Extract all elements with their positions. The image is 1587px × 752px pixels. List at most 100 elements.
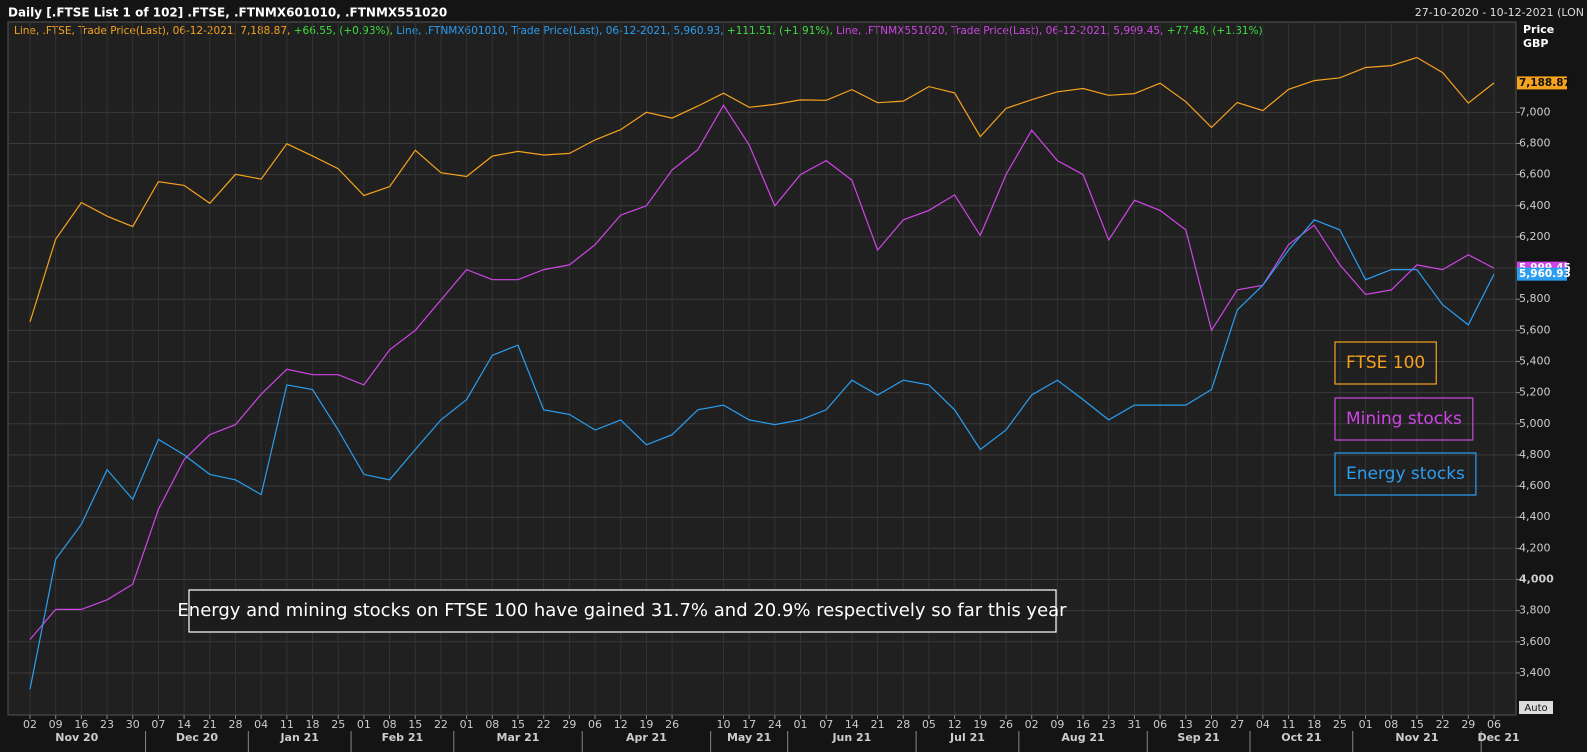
x-tick-label: 02 (23, 718, 37, 731)
x-tick-label: 07 (151, 718, 165, 731)
annotation: Energy and mining stocks on FTSE 100 hav… (177, 600, 1067, 621)
x-tick-label: 01 (460, 718, 474, 731)
series-line (29, 56, 1495, 323)
x-tick-label: 09 (1050, 718, 1064, 731)
month-label: Dec 21 (1477, 731, 1519, 744)
x-tick-label: 14 (177, 718, 191, 731)
auto-button[interactable] (1519, 701, 1553, 714)
x-tick-label: 16 (74, 718, 88, 731)
legend-label: FTSE 100 (1346, 353, 1425, 373)
x-tick-label: 08 (383, 718, 397, 731)
x-tick-label: 05 (922, 718, 936, 731)
x-tick-label: 10 (716, 718, 730, 731)
last-value-label: 7,188.87 (1519, 77, 1571, 89)
x-tick-label: 24 (768, 718, 782, 731)
month-label: Mar 21 (497, 731, 540, 744)
x-tick-label: 30 (126, 718, 140, 731)
y-tick-label: 4,200 (1519, 541, 1551, 554)
x-tick-label: 04 (1256, 718, 1270, 731)
x-tick-label: 15 (511, 718, 525, 731)
y-tick-label: 4,000 (1519, 573, 1554, 586)
y-tick-label: 5,600 (1519, 323, 1551, 336)
month-label: Jul 21 (949, 731, 985, 744)
y-tick-label: 6,200 (1519, 230, 1551, 243)
x-tick-label: 17 (742, 718, 756, 731)
series-line (29, 104, 1495, 640)
info-segment: +111.51, (+1.91%), (727, 25, 836, 37)
x-tick-label: 31 (1127, 718, 1141, 731)
x-tick-label: 01 (794, 718, 808, 731)
x-tick-label: 19 (639, 718, 653, 731)
y-tick-label: 3,800 (1519, 604, 1551, 617)
x-tick-label: 18 (306, 718, 320, 731)
header: Daily [.FTSE List 1 of 102] .FTSE, .FTNM… (8, 6, 447, 20)
month-label: Nov 21 (1395, 731, 1438, 744)
x-tick-label: 26 (665, 718, 679, 731)
y-tick-label: 4,400 (1519, 510, 1551, 523)
y-tick-label: 5,200 (1519, 386, 1551, 399)
x-tick-label: 11 (1282, 718, 1296, 731)
x-tick-label: 12 (614, 718, 628, 731)
info-segment: Line, .FTSE, Trade Price(Last), 06-12-20… (14, 25, 294, 37)
month-label: Nov 20 (55, 731, 98, 744)
y-tick-label: 5,000 (1519, 417, 1551, 430)
legend-label: Mining stocks (1346, 409, 1462, 429)
month-label: Feb 21 (382, 731, 424, 744)
x-tick-label: 06 (1153, 718, 1167, 731)
y-tick-label: 6,600 (1519, 168, 1551, 181)
x-tick-label: 09 (49, 718, 63, 731)
date-range: 27-10-2020 - 10-12-2021 (LON (1415, 6, 1584, 19)
y-axis-label: GBP (1523, 37, 1548, 50)
x-tick-label: 08 (485, 718, 499, 731)
x-tick-label: 21 (871, 718, 885, 731)
x-tick-label: 11 (280, 718, 294, 731)
x-tick-label: 23 (1102, 718, 1116, 731)
x-tick-label: 01 (1359, 718, 1373, 731)
last-value-box (1517, 76, 1567, 90)
x-tick-label: 18 (1307, 718, 1321, 731)
x-tick-label: 08 (1384, 718, 1398, 731)
x-tick-label: 02 (1025, 718, 1039, 731)
x-tick-label: 06 (588, 718, 602, 731)
x-tick-label: 27 (1230, 718, 1244, 731)
x-tick-label: 06 (1487, 718, 1501, 731)
y-tick-label: 4,600 (1519, 479, 1551, 492)
legend-box (1334, 452, 1477, 496)
y-tick-label: 6,400 (1519, 199, 1551, 212)
info-line: Line, .FTSE, Trade Price(Last), 06-12-20… (14, 25, 1263, 37)
legend-label: Energy stocks (1346, 464, 1465, 484)
x-tick-label: 15 (408, 718, 422, 731)
x-tick-label: 25 (331, 718, 345, 731)
lines (29, 56, 1495, 690)
y-tick-label: 6,800 (1519, 136, 1551, 149)
y-tick-label: 5,800 (1519, 292, 1551, 305)
legend-box (1334, 341, 1437, 385)
x-tick-label: 12 (948, 718, 962, 731)
x-tick-label: 26 (999, 718, 1013, 731)
x-tick-label: 13 (1179, 718, 1193, 731)
x-tick-label: 29 (1461, 718, 1475, 731)
x-tick-label: 07 (819, 718, 833, 731)
last-value-box (1517, 267, 1567, 281)
month-label: Sep 21 (1177, 731, 1219, 744)
y-axis-label: Price (1523, 23, 1554, 36)
x-tick-label: 28 (228, 718, 242, 731)
x-tick-label: 22 (537, 718, 551, 731)
month-label: Apr 21 (626, 731, 667, 744)
x-tick-label: 14 (845, 718, 859, 731)
x-tick-label: 16 (1076, 718, 1090, 731)
y-tick-label: 3,600 (1519, 635, 1551, 648)
series-line (29, 219, 1495, 690)
month-label: Jan 21 (279, 731, 318, 744)
x-tick-label: 28 (896, 718, 910, 731)
month-label: Dec 20 (176, 731, 219, 744)
month-label: Oct 21 (1281, 731, 1321, 744)
auto-label[interactable]: Auto (1524, 703, 1547, 714)
y-tick-label: 5,400 (1519, 354, 1551, 367)
x-tick-label: 04 (254, 718, 268, 731)
x-tick-label: 21 (203, 718, 217, 731)
annotation-box (188, 589, 1057, 633)
y-tick-label: 4,800 (1519, 448, 1551, 461)
